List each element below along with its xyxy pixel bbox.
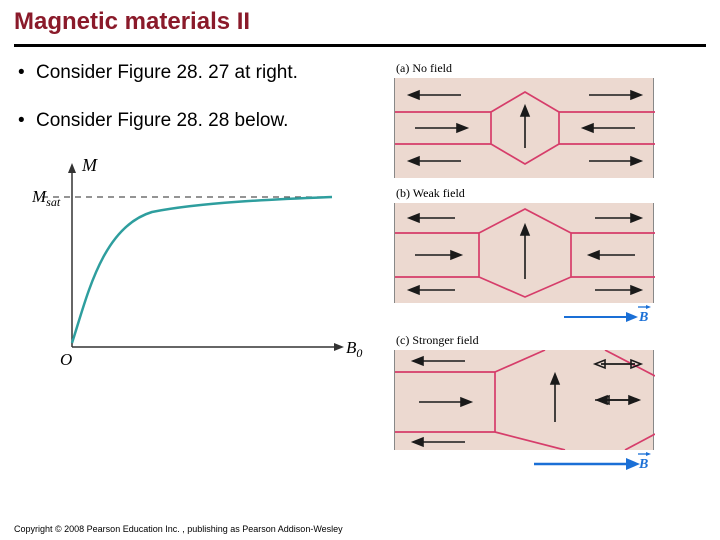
panel-c-bvector: B <box>394 450 654 472</box>
chart-msat: M <box>32 187 47 206</box>
chart-xlabel: B <box>346 338 357 357</box>
panel-a <box>394 78 654 178</box>
b-label-b: B <box>638 310 648 325</box>
copyright-text: Copyright © 2008 Pearson Education Inc. … <box>14 524 343 534</box>
svg-text:Msat: Msat <box>32 187 61 209</box>
right-column: (a) No field <box>394 61 694 472</box>
panel-a-wrapper: (a) No field <box>394 61 694 178</box>
chart-svg: M Msat O B0 <box>32 157 372 387</box>
panel-b-label: (b) Weak field <box>394 186 694 201</box>
chart-origin: O <box>60 350 72 369</box>
panel-b <box>394 203 654 303</box>
bullet-1: Consider Figure 28. 27 at right. <box>14 61 384 85</box>
panel-b-bvector: B <box>394 303 654 325</box>
magnetization-chart: M Msat O B0 <box>32 157 384 392</box>
svg-text:B0: B0 <box>346 338 362 360</box>
panel-b-wrapper: (b) Weak field <box>394 186 694 325</box>
slide-title: Magnetic materials II <box>14 8 706 36</box>
panel-c-wrapper: (c) Stronger field <box>394 333 694 472</box>
panel-a-label: (a) No field <box>394 61 694 76</box>
panel-c <box>394 350 654 450</box>
chart-ylabel: M <box>81 157 98 175</box>
chart-xlabel-sub: 0 <box>356 346 362 360</box>
left-column: Consider Figure 28. 27 at right. Conside… <box>14 61 384 472</box>
chart-msat-sub: sat <box>46 195 61 209</box>
b-label-c: B <box>638 457 648 472</box>
panel-c-label: (c) Stronger field <box>394 333 694 348</box>
bullet-2: Consider Figure 28. 28 below. <box>14 109 384 133</box>
